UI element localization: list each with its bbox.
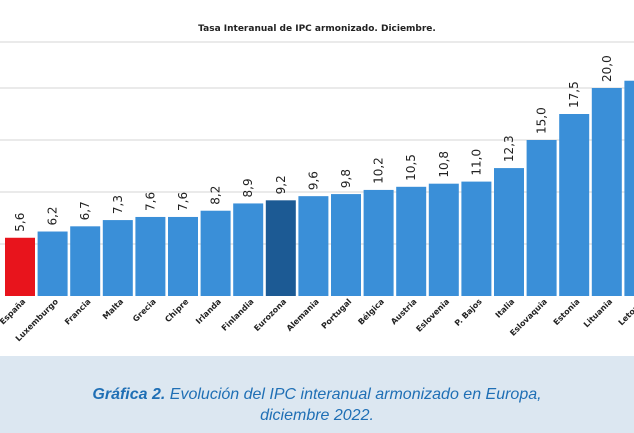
category-label-10: Alemania [285, 297, 321, 333]
value-label-7: 8,2 [209, 186, 223, 205]
bar-5 [135, 216, 166, 296]
category-label-6: Chipre [163, 297, 191, 325]
category-label-11: Portugal [320, 297, 354, 331]
category-label-12: Bélgica [356, 296, 386, 326]
value-label-19: 20,0 [600, 55, 614, 82]
category-label-16: Italia [494, 297, 517, 320]
caption-area: Gráfica 2. Evolución del IPC interanual … [0, 356, 634, 433]
bar-10 [298, 196, 329, 296]
bar-15 [461, 181, 492, 296]
bar-13 [396, 186, 427, 296]
caption-line-1: Evolución del IPC interanual armonizado … [165, 386, 542, 403]
bar-12 [363, 189, 394, 296]
category-label-1: España [0, 297, 27, 326]
value-label-18: 17,5 [567, 81, 581, 108]
chart-title: Tasa Interanual de IPC armonizado. Dicie… [198, 24, 436, 34]
value-label-2: 6,2 [46, 206, 60, 225]
bar-6 [168, 216, 198, 296]
bar-14 [428, 183, 459, 296]
bar-2 [37, 231, 68, 296]
value-label-1: 5,6 [13, 213, 27, 232]
bar-20 [624, 80, 634, 296]
value-label-17: 15,0 [535, 107, 549, 134]
value-label-13: 10,5 [404, 154, 418, 181]
caption-prefix: Gráfica 2. [92, 386, 166, 403]
value-label-5: 7,6 [143, 192, 157, 211]
caption-line-2: diciembre 2022. [260, 407, 374, 424]
value-label-12: 10,2 [372, 157, 386, 184]
category-label-15: P. Bajos [453, 297, 484, 328]
value-label-16: 12,3 [502, 135, 516, 162]
bar-8 [233, 203, 264, 296]
bar-4 [102, 220, 133, 296]
value-label-4: 7,3 [111, 195, 125, 214]
value-label-9: 9,2 [274, 175, 288, 194]
bar-19 [591, 88, 622, 296]
value-label-11: 9,8 [339, 169, 353, 188]
bar-16 [494, 168, 524, 296]
category-label-13: Austria [389, 297, 418, 326]
bar-3 [70, 226, 101, 296]
category-label-3: Francia [63, 297, 93, 327]
bar-chart: 5,6España6,2Luxemburgo6,7Francia7,3Malta… [0, 41, 634, 343]
category-label-19: Lituania [582, 297, 614, 329]
figure-caption: Gráfica 2. Evolución del IPC interanual … [20, 384, 614, 426]
bar-7 [200, 210, 231, 296]
chart-area: 5,6 España 6,2 Luxemburgo 6,7 Francia 7,3 Malta… [0, 24, 634, 344]
bar-17 [526, 140, 557, 296]
category-label-18: Estonia [552, 297, 582, 327]
value-label-10: 9,6 [306, 171, 320, 190]
value-label-3: 6,7 [78, 201, 92, 220]
category-label-9: Eurozona [252, 297, 288, 333]
value-label-14: 10,8 [437, 151, 451, 178]
category-label-7: Irlanda [194, 297, 223, 326]
bar-9 [265, 200, 296, 296]
category-label-4: Malta [101, 297, 125, 321]
category-label-8: Finlandia [220, 297, 256, 333]
category-label-14: Eslovenia [414, 297, 451, 334]
bar-1 [5, 237, 35, 296]
value-label-15: 11,0 [469, 149, 483, 176]
category-label-5: Grecia [131, 297, 158, 324]
value-label-6: 7,6 [176, 192, 190, 211]
value-label-8: 8,9 [241, 178, 255, 197]
bar-18 [559, 114, 590, 296]
bar-11 [331, 194, 361, 296]
category-label-20: Letonia [617, 297, 634, 327]
